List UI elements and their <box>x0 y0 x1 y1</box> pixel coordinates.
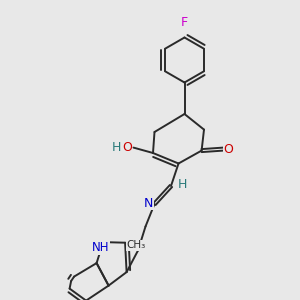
Text: CH₃: CH₃ <box>127 240 146 250</box>
Text: H: H <box>178 178 187 191</box>
Text: F: F <box>181 16 188 28</box>
Text: H: H <box>111 141 121 154</box>
Text: NH: NH <box>92 241 110 254</box>
Text: N: N <box>144 196 153 210</box>
Text: O: O <box>224 142 233 156</box>
Text: O: O <box>122 141 132 154</box>
